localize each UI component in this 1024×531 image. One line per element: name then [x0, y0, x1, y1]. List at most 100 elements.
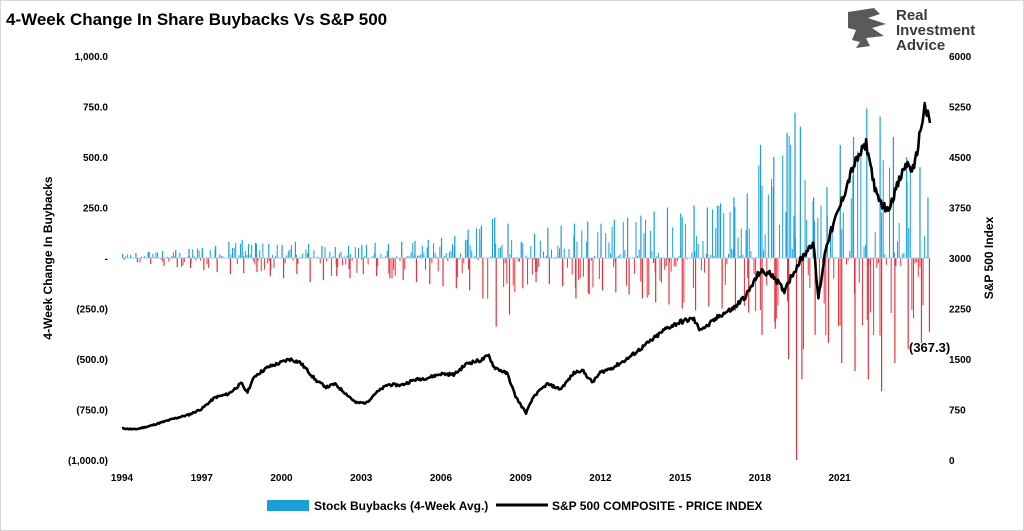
- buyback-bar: [517, 258, 519, 262]
- buyback-bar: [900, 258, 902, 266]
- buyback-bar: [476, 228, 478, 258]
- buyback-bar: [434, 252, 436, 258]
- buyback-bar: [713, 255, 715, 258]
- buyback-bar: [794, 112, 796, 258]
- buyback-bar: [566, 258, 568, 268]
- buyback-bar: [894, 258, 896, 364]
- buyback-bar: [415, 258, 418, 283]
- buyback-bar: [426, 247, 428, 258]
- buyback-bar: [927, 197, 929, 258]
- buyback-bar: [706, 207, 708, 258]
- right-tick-label: 6000: [949, 52, 972, 63]
- buyback-bar: [235, 242, 237, 258]
- buyback-bar: [874, 232, 876, 258]
- buyback-bar: [841, 258, 843, 364]
- buyback-bar: [468, 258, 470, 270]
- buyback-bar: [866, 258, 868, 320]
- buyback-bar: [788, 135, 790, 258]
- buyback-bar: [284, 258, 286, 264]
- buyback-bar: [571, 258, 573, 275]
- buyback-bar: [861, 258, 863, 326]
- buyback-bar: [477, 258, 479, 261]
- buyback-bar: [425, 258, 426, 270]
- buyback-bar: [479, 229, 481, 258]
- buyback-bar: [456, 258, 458, 278]
- buyback-bar: [173, 252, 175, 258]
- buyback-bar: [122, 253, 124, 258]
- right-tick-label: 4500: [949, 153, 972, 164]
- buyback-bar: [879, 258, 881, 336]
- buyback-bar: [380, 253, 382, 258]
- buyback-bar: [263, 258, 265, 270]
- buyback-bar: [911, 258, 913, 310]
- buyback-bar: [286, 255, 288, 258]
- buyback-bar: [563, 248, 565, 258]
- buyback-bar: [229, 258, 232, 275]
- buyback-bar: [755, 258, 757, 312]
- buyback-bar: [189, 258, 192, 269]
- buyback-bar: [893, 252, 895, 258]
- buyback-bar: [759, 258, 761, 311]
- buyback-bar: [909, 170, 911, 258]
- buyback-bar: [600, 223, 602, 258]
- chart-title: 4-Week Change In Share Buybacks Vs S&P 5…: [6, 10, 387, 29]
- buyback-bar: [557, 245, 559, 258]
- buyback-bar: [148, 251, 150, 258]
- buyback-bar: [247, 243, 249, 258]
- buyback-bar: [732, 249, 734, 258]
- buyback-bar: [587, 221, 589, 258]
- buyback-bar: [399, 258, 401, 262]
- buyback-bar: [442, 258, 444, 287]
- buyback-bar: [922, 258, 924, 306]
- buyback-bar: [389, 258, 391, 279]
- buyback-bar: [664, 258, 666, 270]
- buyback-bar: [494, 217, 496, 258]
- buyback-bar: [889, 167, 891, 258]
- buyback-bar: [455, 258, 457, 289]
- buyback-bar: [619, 254, 621, 258]
- x-tick-label: 2009: [510, 473, 533, 484]
- buyback-bar: [238, 255, 240, 258]
- buyback-bar: [276, 244, 278, 258]
- buyback-bar: [511, 240, 513, 258]
- buyback-bar: [849, 251, 851, 258]
- buyback-bar: [533, 258, 535, 261]
- buyback-bar: [560, 225, 562, 258]
- buyback-bar: [850, 198, 852, 258]
- buyback-bar: [881, 258, 883, 392]
- buyback-bar: [467, 229, 469, 258]
- buyback-bar: [471, 251, 473, 258]
- buyback-bar: [588, 258, 590, 295]
- buyback-bar: [693, 205, 695, 258]
- buyback-bar: [750, 251, 752, 258]
- buyback-bar: [723, 213, 725, 258]
- buyback-bar: [409, 256, 411, 258]
- buyback-bar: [439, 246, 441, 258]
- buyback-bar: [365, 244, 367, 258]
- left-tick-label: (750.0): [76, 406, 108, 417]
- buyback-bar: [668, 258, 670, 305]
- buyback-bar: [254, 242, 257, 258]
- buyback-bar: [176, 258, 178, 268]
- buyback-bar: [147, 252, 149, 258]
- buyback-bar: [326, 258, 328, 262]
- buyback-bar: [444, 255, 446, 258]
- buyback-bar: [129, 255, 131, 258]
- buyback-bar: [834, 256, 836, 258]
- buyback-bar: [374, 242, 376, 258]
- buyback-bar: [228, 241, 230, 258]
- left-tick-label: 500.0: [83, 153, 108, 164]
- buyback-bar: [436, 256, 438, 258]
- buyback-bar: [696, 235, 698, 258]
- legend-label-buybacks: Stock Buybacks (4-Week Avg.): [314, 499, 488, 513]
- legend-label-sp500: S&P 500 COMPOSITE - PRICE INDEX: [552, 499, 763, 513]
- buyback-bar: [576, 241, 578, 258]
- buyback-bar: [454, 235, 456, 258]
- right-axis-label: S&P 500 Index: [982, 216, 996, 299]
- buyback-bar: [230, 254, 232, 258]
- buyback-bar: [758, 165, 760, 258]
- buyback-bar: [350, 254, 352, 258]
- buyback-bar: [161, 250, 164, 258]
- buyback-bar: [522, 258, 524, 289]
- buyback-bar: [192, 249, 194, 258]
